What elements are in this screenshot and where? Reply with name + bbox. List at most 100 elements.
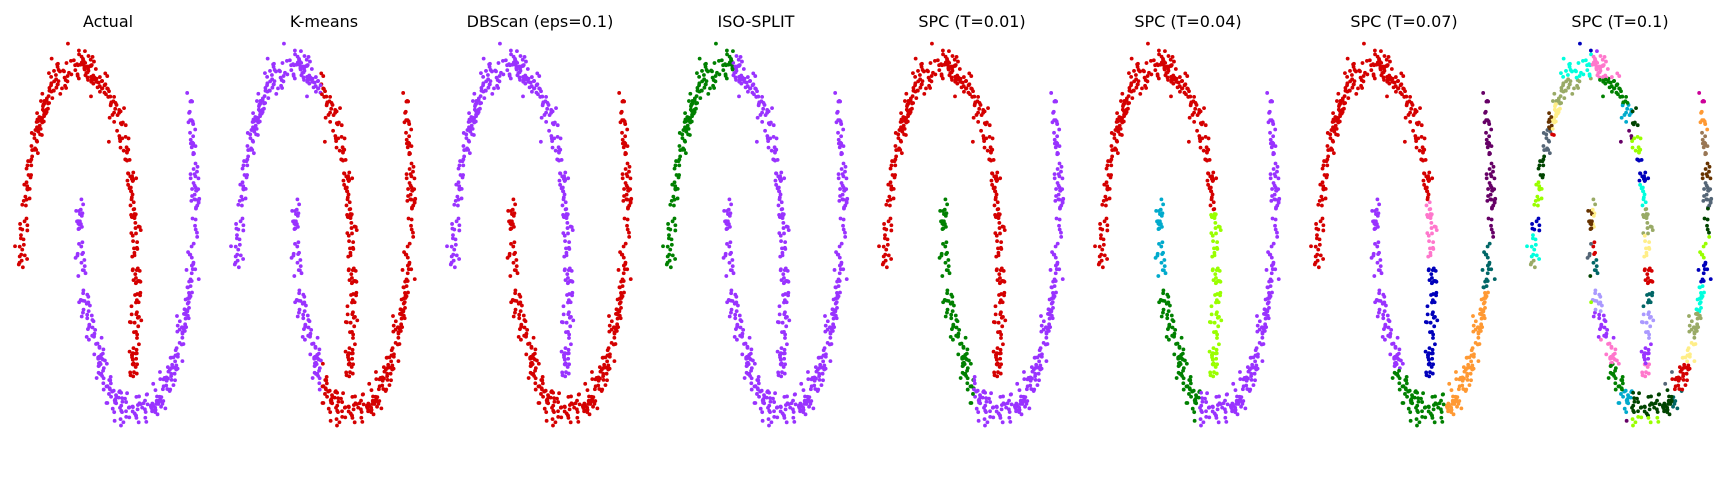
data-point [1380,335,1385,339]
data-point [904,91,909,96]
data-point [888,197,893,202]
data-point [567,407,572,412]
data-point [984,136,989,141]
data-point [993,177,998,181]
data-point [347,200,352,205]
data-point [736,57,741,62]
data-point [723,74,728,78]
data-point [1485,244,1490,249]
data-point [1103,203,1108,208]
data-point [346,351,351,356]
data-point [1100,265,1105,270]
data-point [1203,134,1208,139]
data-point [605,378,609,383]
data-point [567,336,571,340]
data-point [511,244,516,249]
data-point [994,404,999,409]
data-point [1476,359,1481,364]
data-point [83,60,88,65]
data-point [354,293,358,298]
data-point [623,122,628,127]
data-point [550,139,555,144]
data-point [1155,74,1160,78]
data-point [17,244,22,249]
data-point [951,64,956,69]
data-point [1052,172,1057,177]
data-point [1129,83,1133,88]
data-point [163,406,168,411]
data-point [1316,247,1321,252]
data-point [312,80,317,85]
data-point [1478,329,1483,333]
data-point [349,226,354,230]
data-point [1320,216,1325,221]
data-point [1487,262,1492,266]
data-point [1431,240,1436,245]
data-point [1032,355,1037,360]
data-point [621,141,626,145]
data-point [296,268,301,273]
data-point [778,174,782,179]
data-point [1000,403,1004,407]
data-point [844,277,849,282]
data-point [1054,290,1058,295]
data-point [462,148,467,152]
data-point [727,260,732,265]
data-point [1157,241,1161,246]
data-point [410,188,415,193]
data-point [1639,349,1644,354]
data-point [995,346,1000,350]
data-point [55,82,60,87]
data-point [670,253,675,258]
data-point [750,83,755,88]
data-point [514,264,519,269]
data-point [1384,303,1388,308]
data-point [1400,361,1405,366]
data-point [1211,239,1215,244]
data-point [842,188,847,193]
data-point [25,223,30,228]
data-point [1420,409,1424,414]
data-point [1229,406,1234,411]
data-point [86,68,91,73]
data-point [99,335,104,340]
data-point [466,138,471,143]
data-point [1348,69,1352,73]
data-point [194,206,198,211]
data-point [517,312,522,317]
data-point [971,392,975,396]
data-point [1369,63,1374,68]
data-point [1140,86,1144,91]
data-point [135,247,140,251]
data-point [995,361,1000,366]
data-point [1161,202,1166,207]
data-point [730,258,735,262]
data-point [811,406,816,411]
data-point [1399,358,1403,363]
data-point [1325,163,1330,168]
data-point [1188,381,1193,386]
data-point [901,123,906,128]
data-point [537,401,542,405]
data-point [556,409,560,414]
data-point [928,61,933,65]
data-point [1121,119,1126,124]
data-point [822,346,827,351]
data-point [409,223,413,228]
data-point [169,374,174,379]
data-point [348,330,352,335]
data-point [990,171,995,176]
data-point [601,378,606,382]
data-point [251,151,256,156]
data-point [97,363,101,368]
data-point [999,240,1004,245]
data-point [747,79,752,84]
data-point [260,96,265,101]
panel-isosplit: ISO-SPLIT [648,0,864,500]
data-point [52,69,56,73]
data-point [1250,362,1255,367]
data-point [1271,167,1276,171]
data-point [1468,365,1473,370]
data-point [518,309,523,314]
data-point [905,119,910,124]
